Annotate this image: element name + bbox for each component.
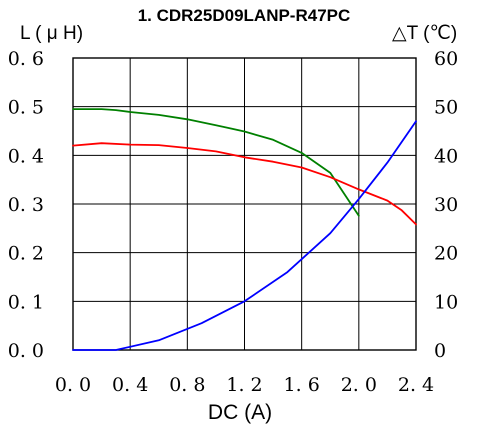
- series-line-1: [72, 108, 360, 217]
- x-tick-label: 0. 4: [112, 374, 148, 396]
- left-tick-label: 0. 5: [8, 97, 44, 119]
- series-group: [72, 108, 417, 351]
- right-tick-label: 0: [434, 340, 446, 362]
- left-tick-label: 0. 1: [8, 291, 44, 313]
- left-tick-label: 0. 2: [8, 243, 44, 265]
- left-axis-title: L ( μ H): [20, 23, 83, 44]
- series-line-2: [72, 142, 417, 226]
- right-tick-label: 20: [434, 243, 458, 265]
- tick-labels: 0. 0 0. 4 0. 8 1. 2 1. 6 2. 0 2. 4 0. 0 0. 1 0. 2…: [8, 48, 458, 396]
- left-tick-label: 0. 3: [8, 194, 44, 216]
- plot-frame: [72, 57, 417, 351]
- x-tick-label: 2. 4: [398, 374, 434, 396]
- x-axis-title: DC (A): [208, 401, 272, 424]
- x-tick-label: 1. 2: [226, 374, 262, 396]
- chart-title: 1. CDR25D09LANP-R47PC: [138, 6, 351, 25]
- right-tick-label: 10: [434, 291, 458, 313]
- right-tick-label: 30: [434, 194, 458, 216]
- x-tick-label: 0. 8: [169, 374, 205, 396]
- x-tick-label: 1. 6: [284, 374, 320, 396]
- right-tick-label: 60: [434, 48, 458, 70]
- left-tick-label: 0. 0: [8, 340, 44, 362]
- right-tick-label: 50: [434, 97, 458, 119]
- left-tick-label: 0. 6: [8, 48, 44, 70]
- x-tick-label: 0. 0: [55, 374, 91, 396]
- left-tick-label: 0. 4: [8, 145, 44, 167]
- right-tick-label: 40: [434, 145, 458, 167]
- series-line-3: [72, 120, 417, 351]
- grid: [72, 57, 417, 351]
- x-tick-label: 2. 0: [341, 374, 377, 396]
- right-axis-title: △T (℃): [392, 23, 457, 44]
